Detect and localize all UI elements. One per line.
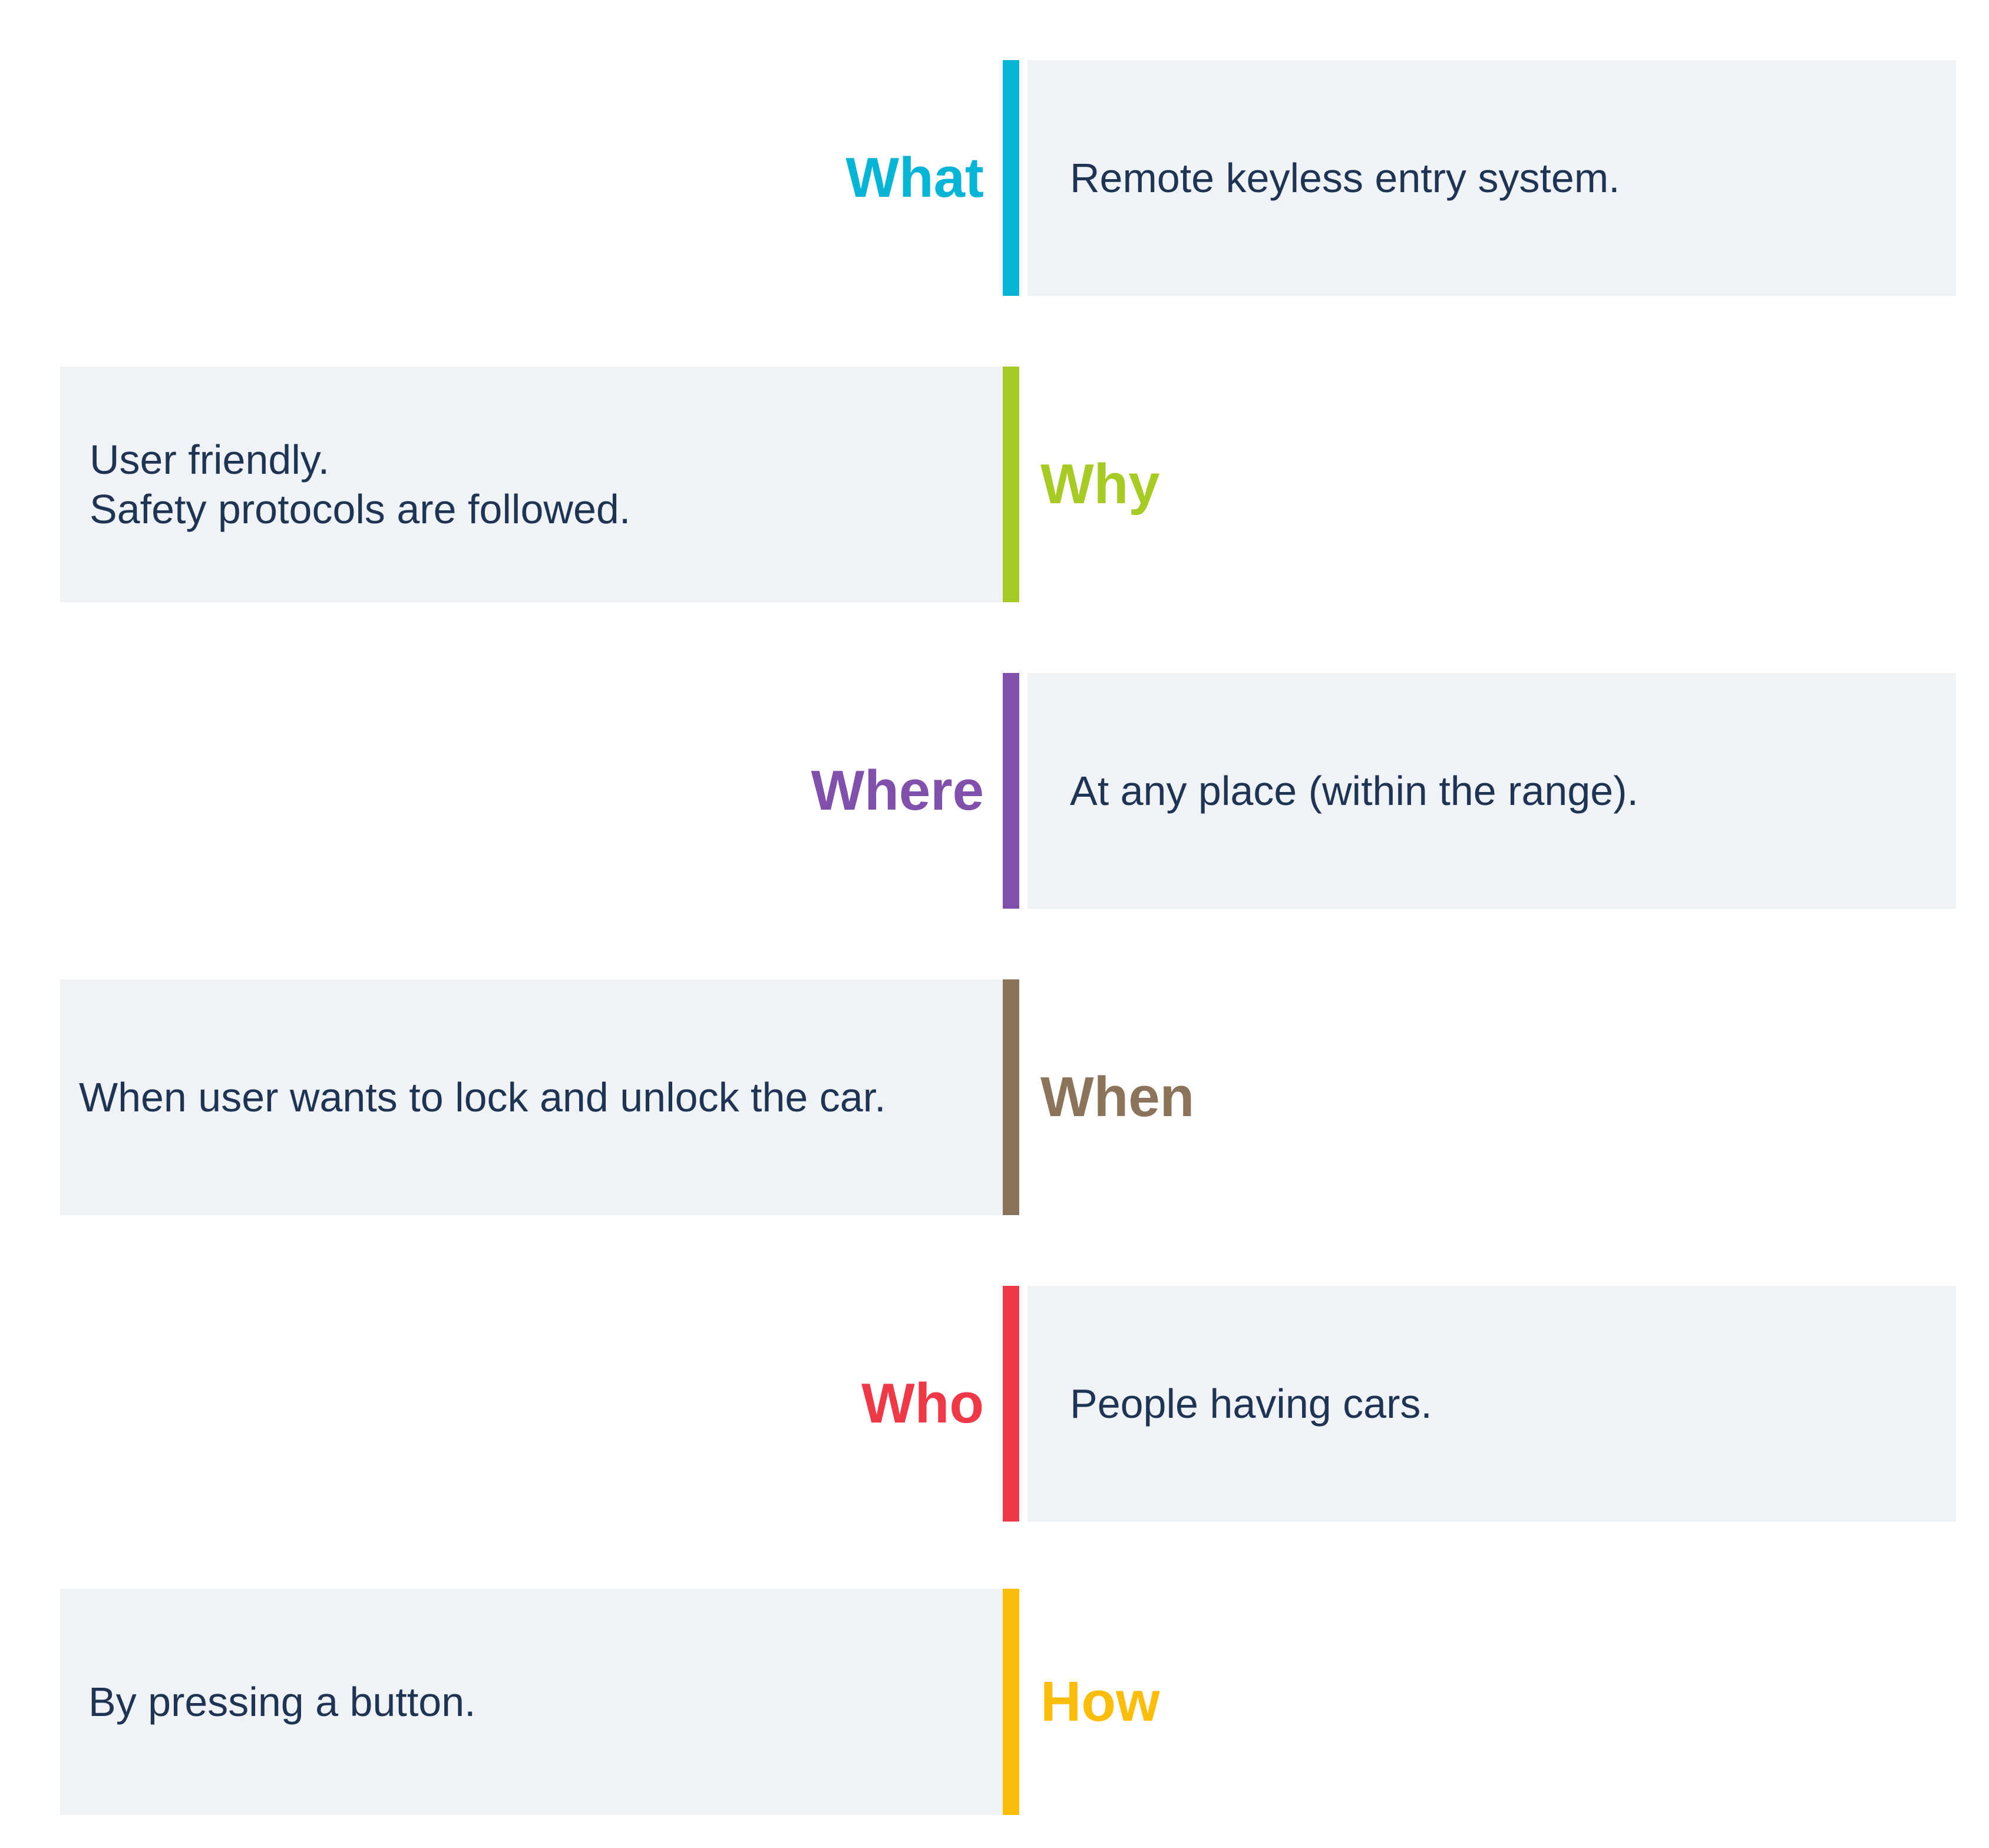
row-where: Where At any place (within the range). — [60, 673, 1956, 909]
bar-why — [1003, 367, 1019, 602]
label-when: When — [1040, 1065, 1195, 1128]
text-who: People having cars. — [1070, 1379, 1432, 1428]
text-why: User friendly. Safety protocols are foll… — [87, 435, 630, 534]
bar-how — [1003, 1589, 1019, 1815]
text-how-line-1: By pressing a button. — [88, 1679, 476, 1725]
panel-when: When user wants to lock and unlock the c… — [60, 979, 1003, 1215]
row-who: Who People having cars. — [60, 1286, 1956, 1522]
text-what-line-1: Remote keyless entry system. — [1070, 155, 1620, 201]
panel-where: At any place (within the range). — [1027, 673, 1956, 909]
label-who: Who — [861, 1372, 984, 1435]
label-how: How — [1040, 1670, 1160, 1733]
text-when: When user wants to lock and unlock the c… — [79, 1072, 886, 1122]
row-how: By pressing a button. How — [60, 1589, 1956, 1815]
text-where: At any place (within the range). — [1070, 766, 1638, 816]
label-why: Why — [1040, 453, 1160, 516]
row-when: When user wants to lock and unlock the c… — [60, 979, 1956, 1215]
text-why-line-2: Safety protocols are followed. — [90, 486, 631, 532]
row-what: What Remote keyless entry system. — [60, 60, 1956, 296]
bar-when — [1003, 979, 1019, 1215]
panel-how: By pressing a button. — [60, 1589, 1003, 1815]
text-where-line-1: At any place (within the range). — [1070, 768, 1638, 814]
panel-why: User friendly. Safety protocols are foll… — [60, 367, 1003, 602]
panel-who: People having cars. — [1027, 1286, 1956, 1522]
text-when-line-1: When user wants to lock and unlock the c… — [79, 1074, 886, 1120]
bar-what — [1003, 60, 1019, 296]
label-where: Where — [811, 759, 984, 822]
bar-where — [1003, 673, 1019, 909]
text-how: By pressing a button. — [87, 1677, 476, 1727]
text-what: Remote keyless entry system. — [1070, 153, 1620, 203]
bar-who — [1003, 1286, 1019, 1522]
text-who-line-1: People having cars. — [1070, 1381, 1432, 1427]
text-why-line-1: User friendly. — [90, 437, 330, 483]
row-why: User friendly. Safety protocols are foll… — [60, 367, 1956, 602]
panel-what: Remote keyless entry system. — [1027, 60, 1956, 296]
label-what: What — [845, 146, 984, 209]
